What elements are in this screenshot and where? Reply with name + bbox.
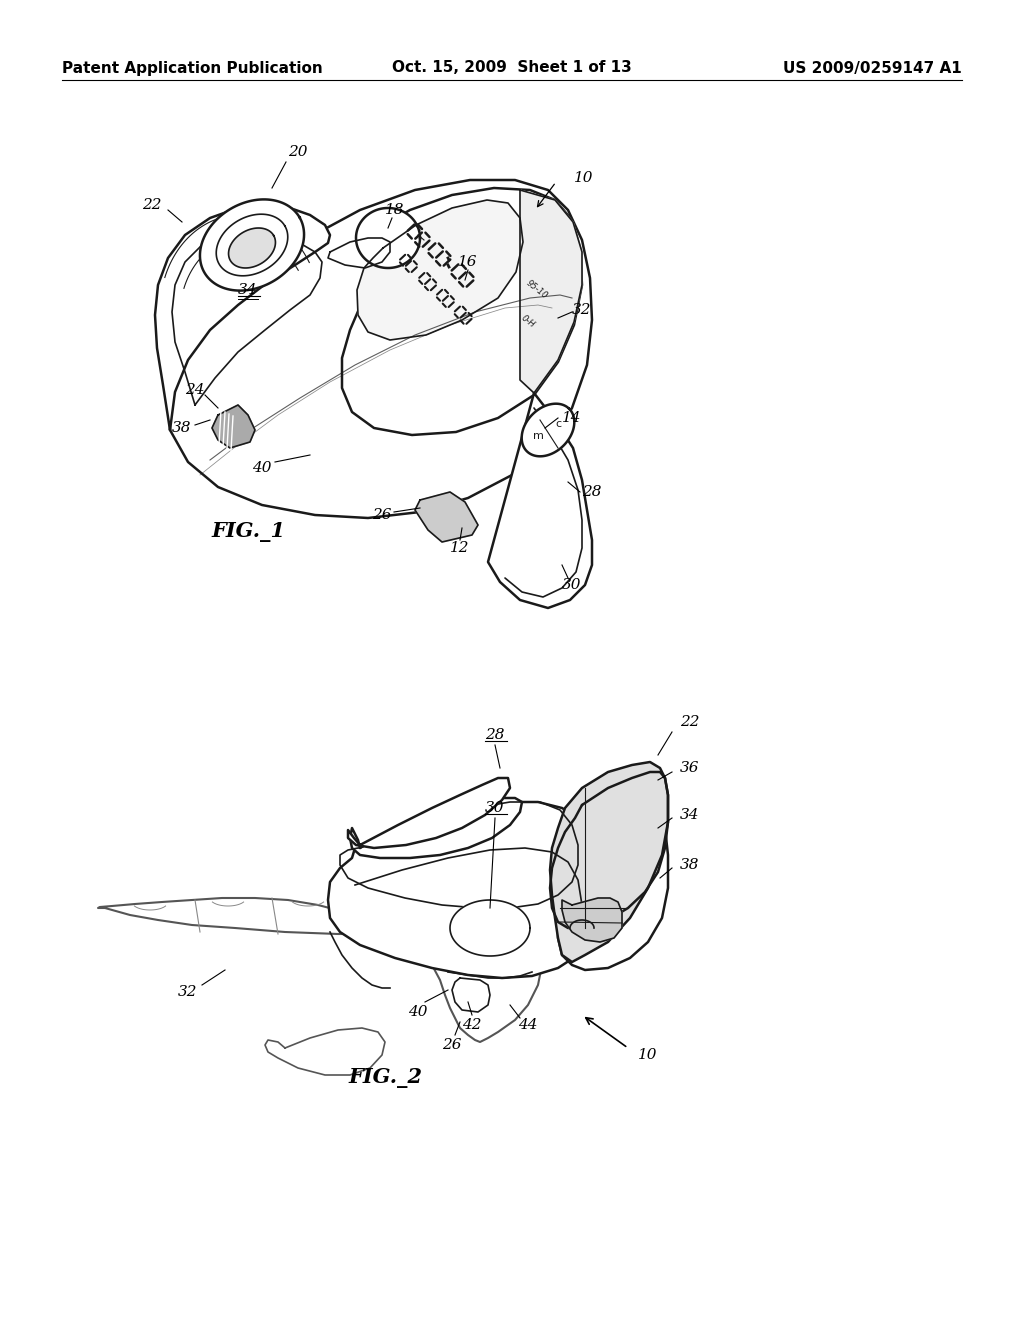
Polygon shape <box>520 190 582 393</box>
Text: 10: 10 <box>574 172 594 185</box>
Text: 24: 24 <box>185 383 205 397</box>
Text: US 2009/0259147 A1: US 2009/0259147 A1 <box>783 61 962 75</box>
Polygon shape <box>170 180 592 517</box>
Text: 34: 34 <box>680 808 699 822</box>
Polygon shape <box>488 393 592 609</box>
Text: 22: 22 <box>680 715 699 729</box>
Polygon shape <box>550 772 668 928</box>
Text: 20: 20 <box>288 145 308 158</box>
Text: 30: 30 <box>562 578 582 591</box>
Text: 38: 38 <box>680 858 699 873</box>
Text: 26: 26 <box>442 1038 462 1052</box>
Polygon shape <box>155 205 330 430</box>
Polygon shape <box>521 404 574 457</box>
Text: 95-10: 95-10 <box>524 279 550 301</box>
Text: 28: 28 <box>583 484 602 499</box>
Text: 12: 12 <box>451 541 470 554</box>
Text: 28: 28 <box>485 729 505 742</box>
Polygon shape <box>357 201 523 341</box>
Polygon shape <box>216 214 288 276</box>
Polygon shape <box>452 978 490 1012</box>
Polygon shape <box>356 209 420 268</box>
Polygon shape <box>328 803 602 978</box>
Polygon shape <box>200 199 304 290</box>
Polygon shape <box>98 898 542 1041</box>
Text: 22: 22 <box>142 198 162 213</box>
Polygon shape <box>342 187 582 436</box>
Polygon shape <box>415 492 478 543</box>
Polygon shape <box>558 799 668 970</box>
Polygon shape <box>328 238 390 268</box>
Polygon shape <box>348 777 510 847</box>
Text: Oct. 15, 2009  Sheet 1 of 13: Oct. 15, 2009 Sheet 1 of 13 <box>392 61 632 75</box>
Polygon shape <box>450 900 530 956</box>
Text: FIG._2: FIG._2 <box>348 1068 422 1088</box>
Polygon shape <box>350 799 522 858</box>
Polygon shape <box>265 1028 385 1074</box>
Text: 44: 44 <box>518 1018 538 1032</box>
Text: 26: 26 <box>373 508 392 521</box>
Text: 16: 16 <box>459 255 478 269</box>
Text: 34: 34 <box>239 282 258 297</box>
Text: 14: 14 <box>562 411 582 425</box>
Text: Patent Application Publication: Patent Application Publication <box>62 61 323 75</box>
Text: 38: 38 <box>172 421 191 436</box>
Text: c: c <box>555 418 561 429</box>
Polygon shape <box>562 898 622 942</box>
Text: 18: 18 <box>385 203 404 216</box>
Polygon shape <box>550 762 668 962</box>
Text: 40: 40 <box>409 1005 428 1019</box>
Text: 0-H: 0-H <box>519 314 537 330</box>
Text: FIG._1: FIG._1 <box>211 521 285 543</box>
Polygon shape <box>212 405 255 447</box>
Polygon shape <box>228 228 275 268</box>
Text: 40: 40 <box>252 461 271 475</box>
Text: 30: 30 <box>485 801 505 814</box>
Text: 32: 32 <box>572 304 592 317</box>
Text: 42: 42 <box>462 1018 481 1032</box>
Text: 32: 32 <box>178 985 198 999</box>
Text: m: m <box>532 432 544 441</box>
Text: 36: 36 <box>680 762 699 775</box>
Text: 10: 10 <box>638 1048 657 1063</box>
